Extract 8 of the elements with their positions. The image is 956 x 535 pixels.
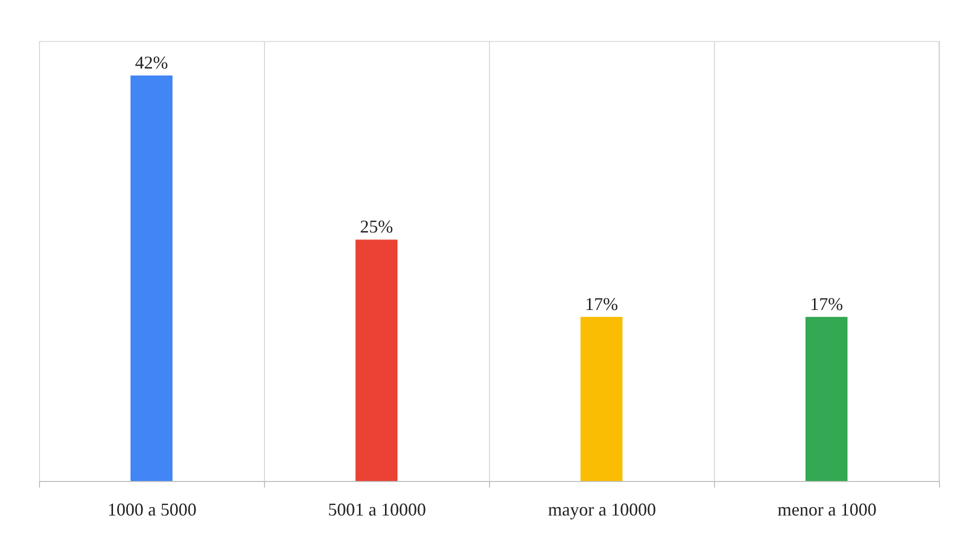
x-tick-label: menor a 1000 [778, 500, 876, 520]
data-label: 17% [810, 294, 843, 314]
data-label: 42% [135, 52, 168, 72]
x-tick-label: 1000 a 5000 [108, 500, 196, 520]
data-label: 17% [585, 294, 618, 314]
x-tick-label: mayor a 10000 [548, 500, 656, 520]
data-label: 25% [360, 216, 393, 237]
x-tick-label: 5001 a 10000 [328, 500, 426, 520]
